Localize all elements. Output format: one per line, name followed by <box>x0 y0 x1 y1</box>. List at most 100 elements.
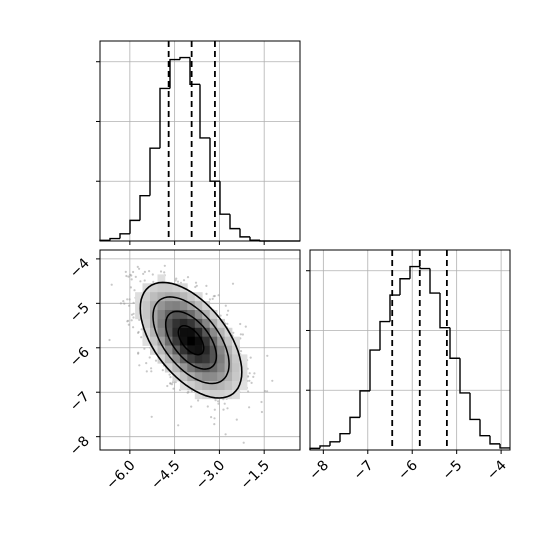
joint-ytick-label-0: −8 <box>67 433 93 459</box>
scatter-point <box>217 294 220 297</box>
density-cell <box>187 354 196 364</box>
density-cell <box>217 372 225 382</box>
density-cell <box>209 318 218 329</box>
scatter-point <box>169 382 172 385</box>
scatter-point <box>138 267 141 270</box>
density-cell <box>150 283 158 293</box>
scatter-point <box>250 381 253 384</box>
scatter-point <box>248 372 251 375</box>
scatter-point <box>127 275 130 278</box>
scatter-point <box>132 270 135 274</box>
scatter-point <box>175 277 178 280</box>
hist2-bin-2 <box>329 441 340 446</box>
density-cell <box>224 336 233 346</box>
scatter-point <box>224 304 227 307</box>
density-cell <box>209 372 218 382</box>
density-cell <box>224 390 233 400</box>
scatter-point <box>130 278 133 281</box>
scatter-point <box>260 400 263 404</box>
density-cell <box>209 381 218 391</box>
density-cell <box>150 310 158 320</box>
scatter-point <box>239 322 242 326</box>
scatter-point <box>226 407 229 410</box>
density-cell <box>202 336 210 346</box>
density-cell <box>157 301 166 311</box>
hist1-bin-2 <box>119 233 130 239</box>
density-cell <box>194 336 203 346</box>
scatter-point <box>235 418 238 421</box>
scatter-point <box>217 400 220 403</box>
scatter-point <box>232 331 235 334</box>
density-cell <box>202 310 210 320</box>
scatter-point <box>150 415 153 418</box>
density-cell <box>194 310 203 320</box>
density-cell <box>202 363 210 373</box>
joint-ytick-label-3: −5 <box>67 300 93 326</box>
density-cell <box>202 301 210 311</box>
scatter-point <box>125 274 128 278</box>
density-cell <box>224 345 233 355</box>
scatter-point <box>130 313 134 316</box>
density-cell <box>142 318 151 329</box>
hist2-xtick-label-3: −5 <box>440 458 466 484</box>
histogram-panel-param-2: −8 −7 −6 −5 −4 <box>306 249 511 484</box>
density-cell <box>142 336 151 346</box>
scatter-point <box>128 298 131 301</box>
joint-ytick-label-2: −6 <box>67 344 93 370</box>
density-cell <box>217 363 225 373</box>
scatter-point <box>161 369 164 372</box>
scatter-point <box>217 402 220 405</box>
density-cell <box>187 363 196 373</box>
scatter-point <box>136 265 139 268</box>
scatter-point <box>150 370 153 373</box>
scatter-point <box>138 364 141 367</box>
density-cell <box>187 301 196 311</box>
density-cell <box>187 318 196 329</box>
hist2-xtick-label-1: −7 <box>351 458 377 484</box>
density-cell <box>135 310 143 320</box>
scatter-point <box>266 390 269 393</box>
scatter-point <box>205 284 208 287</box>
density-cell <box>179 301 188 311</box>
hist1-bin-15 <box>249 236 260 241</box>
density-cell <box>164 354 173 364</box>
density-cell <box>164 327 173 337</box>
scatter-point <box>123 302 126 305</box>
scatter-point <box>205 292 208 295</box>
scatter-point <box>163 264 166 267</box>
scatter-point <box>171 381 174 384</box>
density-cell <box>239 372 248 382</box>
scatter-point <box>126 298 129 301</box>
density-cell <box>217 327 225 337</box>
hist2-bin-6 <box>369 349 380 391</box>
scatter-point <box>142 272 145 275</box>
hist1-bin-6 <box>159 87 170 149</box>
density-cell <box>187 336 196 346</box>
joint-xtick-label-3: −1.5 <box>238 458 273 493</box>
scatter-point <box>213 423 216 426</box>
density-cell <box>217 345 225 355</box>
scatter-point <box>197 399 200 402</box>
density-cell <box>179 310 188 320</box>
scatter-point <box>244 325 247 328</box>
density-cell <box>135 301 143 311</box>
scatter-point <box>143 279 146 282</box>
density-cell <box>187 381 196 391</box>
hist2-bin-15 <box>459 358 470 394</box>
density-cell <box>179 292 188 302</box>
density-cell <box>157 354 166 364</box>
scatter-point <box>223 402 226 405</box>
scatter-point <box>266 354 269 357</box>
density-cell <box>232 354 240 364</box>
density-cell <box>150 301 158 311</box>
scatter-point <box>174 279 177 282</box>
scatter-point <box>241 333 244 336</box>
scatter-point <box>176 280 180 283</box>
joint-xtick-label-1: −4.5 <box>148 458 183 493</box>
density-cell <box>232 336 240 346</box>
scatter-point <box>222 408 225 411</box>
density-cell <box>209 327 218 337</box>
scatter-point <box>242 441 245 444</box>
scatter-point <box>132 316 135 319</box>
density-cell <box>209 345 218 355</box>
